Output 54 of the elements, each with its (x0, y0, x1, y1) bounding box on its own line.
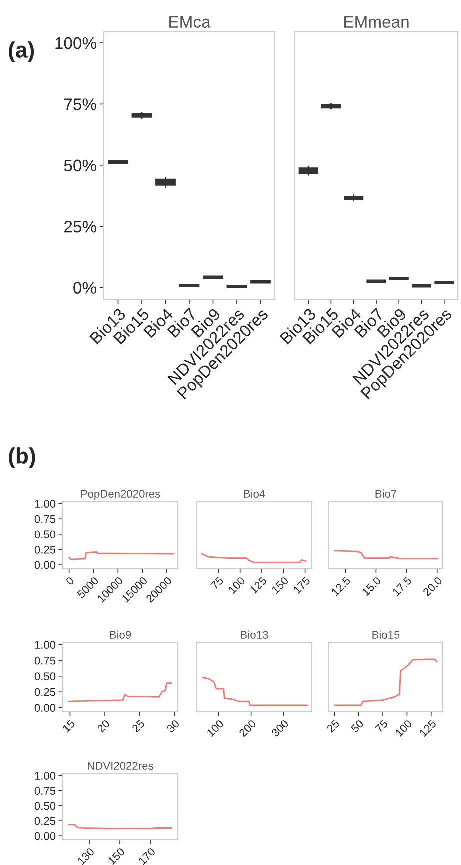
y-tick-label: 0.25 (34, 688, 56, 696)
x-tick-label: 20 (96, 719, 111, 734)
x-tick-label: 200 (238, 719, 257, 738)
x-tick-label: 15 (62, 720, 76, 733)
x-tick-label: 125 (419, 719, 437, 738)
y-tick-label: 25% (64, 220, 96, 233)
chart-title: EMca (170, 16, 211, 28)
x-tick-label: 150 (271, 576, 290, 594)
y-tick-label: 0.00 (34, 561, 56, 570)
y-tick-label: 0.75 (34, 515, 56, 524)
x-tick-label: 25 (132, 719, 146, 734)
chart-title: Bio15 (372, 630, 400, 639)
y-tick-label: 0.50 (34, 672, 56, 681)
text: (b) (9, 448, 36, 468)
y-tick-label: 0.75 (34, 656, 56, 665)
x-tick-label: 300 (271, 719, 290, 738)
x-tick-label: 175 (293, 576, 311, 594)
x-tick-label: 150 (108, 847, 126, 865)
chart-title: Bio13 (241, 630, 268, 639)
y-tick-label: 1.00 (35, 641, 56, 650)
line-series (68, 551, 174, 560)
x-tick-label: 25 (326, 719, 340, 734)
x-tick-label: 130 (77, 847, 96, 865)
x-tick-label: 100 (394, 719, 413, 738)
x-tick-label: 170 (138, 847, 156, 865)
y-tick-label: 1.00 (35, 772, 56, 780)
y-tick-label: 0% (74, 282, 96, 294)
y-tick-label: 100% (56, 37, 96, 50)
x-tick-label: 0 (65, 576, 75, 586)
x-tick-label: 75 (375, 720, 388, 734)
text: (a) (9, 42, 34, 62)
x-tick-label: 100 (228, 576, 246, 594)
x-tick-label: 100 (206, 719, 224, 738)
x-tick-label: 75 (210, 576, 224, 590)
chart-title: Bio4 (244, 490, 266, 498)
x-tick-label: 50 (350, 719, 364, 734)
y-tick-label: 0.00 (34, 832, 56, 840)
y-tick-label: 0.25 (34, 817, 56, 826)
y-tick-label: 0.50 (34, 802, 56, 810)
chart-title: EMmean (344, 16, 409, 28)
chart-title: PopDen2020res (81, 490, 160, 500)
y-tick-label: 1.00 (35, 500, 56, 508)
chart-title: Bio9 (110, 630, 132, 639)
y-tick-label: 75% (64, 98, 96, 110)
y-tick-label: 0.25 (34, 546, 56, 554)
chart-title: NDVI2022res (88, 762, 154, 770)
y-tick-label: 0.75 (34, 787, 56, 796)
chart-title: Bio7 (376, 490, 397, 498)
x-tick-label: 125 (250, 576, 268, 594)
y-tick-label: 0.50 (34, 530, 56, 539)
y-tick-label: 50% (64, 160, 96, 172)
y-tick-label: 0.00 (34, 704, 56, 712)
line-series (68, 682, 172, 702)
x-tick-label: 30 (166, 719, 180, 734)
